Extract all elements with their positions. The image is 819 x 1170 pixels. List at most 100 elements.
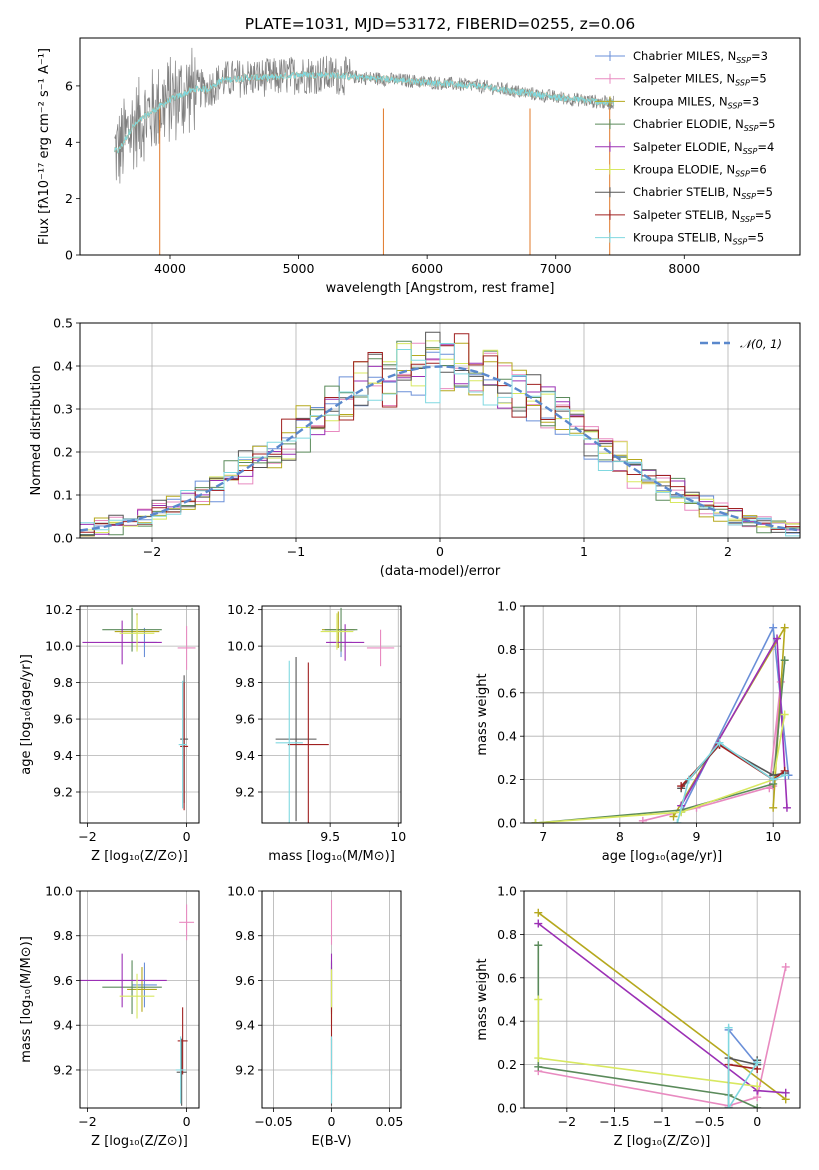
x-tick-label: −1	[287, 544, 305, 559]
y-tick-label: 0.5	[53, 316, 73, 331]
weight-marker-kroupa-stelib	[724, 1104, 733, 1108]
y-tick-label: 0.4	[53, 359, 73, 374]
y-tick-label: 6	[65, 78, 73, 93]
y-tick-label: 9.2	[235, 785, 255, 800]
weight-marker-kroupa-stelib	[753, 1058, 762, 1067]
plot-area	[531, 623, 793, 823]
figure-title: PLATE=1031, MJD=53172, FIBERID=0255, z=0…	[245, 15, 635, 33]
plot-area	[114, 47, 615, 255]
weight-line-salpeter-elodie	[680, 635, 788, 808]
weight-marker-kroupa-miles	[534, 908, 543, 917]
y-tick-label: 9.2	[235, 1062, 255, 1077]
weight-marker-chabrier-elodie	[780, 656, 789, 665]
x-tick-label: 8	[616, 829, 624, 844]
y-tick-label: 0.4	[497, 729, 517, 744]
normal-distribution-curve	[80, 365, 800, 532]
weight-line-chabrier-elodie	[535, 660, 786, 823]
axes-frame	[523, 890, 801, 1109]
weight-marker-kroupa-elodie	[531, 819, 540, 823]
weight-marker-kroupa-stelib	[684, 775, 693, 784]
axes-frame	[261, 605, 402, 824]
plot-area	[82, 607, 196, 811]
weight-marker-kroupa-elodie	[780, 710, 789, 719]
x-tick-label: 0.05	[375, 1114, 403, 1129]
y-tick-label: 9.4	[53, 748, 73, 763]
y-tick-label: 10.2	[227, 602, 255, 617]
weight-marker-salpeter-miles	[638, 816, 647, 823]
plot-area	[80, 904, 195, 1106]
x-tick-label: 9	[693, 829, 701, 844]
panel-mass-vs-Z: −2 0 9.2 9.4 9.6 9.8 10.0 Z [log₁₀(Z/Z⊙)] mass […	[19, 884, 200, 1149]
x-tick-label: 0	[183, 829, 191, 844]
weight-marker-salpeter-elodie	[782, 803, 791, 812]
x-tick-label: 0	[183, 1114, 191, 1129]
y-tick-label: 9.4	[235, 1018, 255, 1033]
legend-label-salpeter-stelib: Salpeter STELIB, NSSP=5	[633, 208, 772, 224]
panel-spectrum: 4000 5000 6000 7000 8000 0 2 4 6 wavelength [Angs…	[37, 37, 801, 296]
weight-marker-salpeter-miles	[781, 962, 790, 971]
x-axis-label: Z [log₁₀(Z/Z⊙)]	[91, 849, 188, 864]
y-tick-label: 10.2	[45, 602, 73, 617]
x-tick-label: −0.5	[694, 1114, 724, 1129]
weight-marker-salpeter-elodie	[773, 634, 781, 643]
plot-area	[80, 331, 800, 537]
y-tick-label: 9.6	[235, 712, 255, 727]
y-tick-label: 4	[65, 135, 73, 150]
x-tick-label: 8000	[668, 261, 700, 276]
weight-line-kroupa-elodie	[537, 999, 758, 1088]
y-tick-label: 10.0	[45, 639, 73, 654]
x-axis-label: age [log₁₀(age/yr)]	[602, 849, 723, 864]
x-axis-label: mass [log₁₀(M/M⊙)]	[268, 849, 395, 864]
weight-line-kroupa-stelib	[727, 1027, 758, 1108]
weight-marker-kroupa-stelib	[673, 819, 682, 823]
weight-line-kroupa-miles	[537, 912, 787, 1100]
y-tick-label: 10.0	[227, 639, 255, 654]
weight-marker-chabrier-elodie	[534, 1062, 543, 1071]
y-tick-label: 1.0	[497, 884, 517, 899]
x-axis-label: (data-model)/error	[380, 564, 501, 579]
weight-marker-chabrier-miles	[769, 623, 778, 632]
axes-frame	[79, 37, 801, 256]
x-tick-label: −1.5	[599, 1114, 629, 1129]
x-tick-label: −0.05	[254, 1114, 292, 1129]
legend-label-chabrier-miles: Chabrier MILES, NSSP=3	[633, 49, 768, 65]
panel-age-vs-mass: 9.5 10 9.2 9.4 9.6 9.8 10.0 10.2 mass [log₁₀(M/M…	[227, 602, 406, 864]
histogram-kroupa-stelib	[80, 343, 800, 537]
y-tick-label: 0.0	[53, 531, 73, 546]
legend-label-chabrier-elodie: Chabrier ELODIE, NSSP=5	[633, 117, 775, 133]
y-tick-label: 9.8	[235, 928, 255, 943]
x-tick-label: −2	[558, 1114, 576, 1129]
y-tick-label: 9.6	[53, 712, 73, 727]
weight-line-chabrier-miles	[727, 1029, 758, 1066]
panel-weight-vs-age: 7 8 9 10 0.0 0.2 0.4 0.6 0.8 1.0 age [log₁₀(age/yr…	[475, 599, 801, 864]
x-axis-label: E(B-V)	[311, 1134, 351, 1149]
weight-marker-kroupa-elodie	[534, 1054, 543, 1063]
y-tick-label: 9.8	[235, 675, 255, 690]
x-axis-label: wavelength [Angstrom, rest frame]	[326, 281, 555, 296]
y-tick-label: 9.2	[53, 785, 73, 800]
weight-line-chabrier-elodie	[537, 945, 758, 1108]
weight-marker-kroupa-stelib	[780, 771, 789, 780]
x-tick-label: 1	[580, 544, 588, 559]
x-tick-label: 2	[724, 544, 732, 559]
y-axis-label: Flux [fλ10⁻¹⁷ erg cm⁻² s⁻¹ A⁻¹]	[37, 48, 52, 245]
weight-marker-salpeter-stelib	[677, 782, 686, 791]
y-tick-label: 9.2	[53, 1062, 73, 1077]
x-tick-label: 0	[436, 544, 444, 559]
y-tick-label: 0.2	[497, 1057, 517, 1072]
x-tick-label: −2	[143, 544, 161, 559]
y-tick-label: 10.0	[227, 884, 255, 899]
weight-marker-kroupa-stelib	[769, 775, 778, 784]
axes-frame	[79, 322, 801, 539]
x-axis-label: Z [log₁₀(Z/Z⊙)]	[91, 1134, 188, 1149]
y-tick-label: 0.8	[497, 927, 517, 942]
weight-marker-kroupa-miles	[769, 803, 778, 812]
y-tick-label: 0.2	[497, 772, 517, 787]
y-tick-label: 0.6	[497, 970, 517, 985]
y-tick-label: 9.8	[53, 928, 73, 943]
panel-weight-vs-Z: −2 −1.5 −1 −0.5 0 0.0 0.2 0.4 0.6 0.8 1.0 Z [log₁₀(…	[475, 884, 801, 1149]
weight-marker-salpeter-elodie	[781, 1088, 790, 1097]
x-tick-label: 10	[390, 829, 406, 844]
legend-label-chabrier-stelib: Chabrier STELIB, NSSP=5	[633, 185, 773, 201]
